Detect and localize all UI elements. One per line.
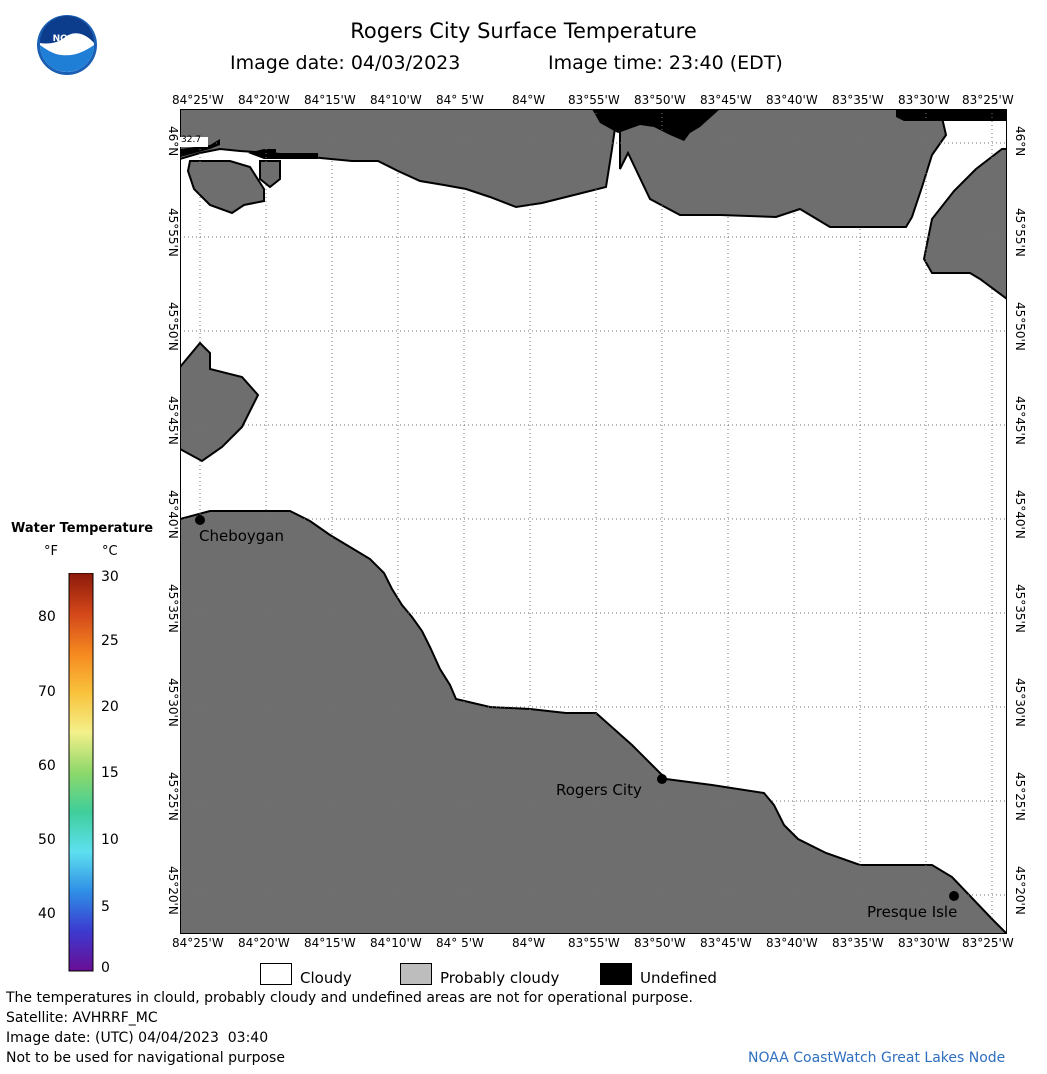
lat-label: 45°20'N [166, 866, 180, 915]
lat-label: 45°35'N [166, 584, 180, 633]
footer-note: The temperatures in clould, probably clo… [6, 990, 693, 1006]
lon-label: 84°10'W [370, 936, 422, 950]
lat-label: 45°25'N [166, 772, 180, 821]
noaa-logo-text: NOAA [52, 34, 82, 44]
colorbar-f-tick: 60 [38, 758, 56, 774]
lon-label: 83°40'W [766, 93, 818, 107]
lon-label: 83°55'W [568, 93, 620, 107]
land-north-islet [259, 160, 281, 189]
land-south-shore [180, 510, 1007, 934]
lon-label: 84°W [512, 93, 546, 107]
lat-label: 45°35'N [1013, 584, 1027, 633]
undefined-northwest [180, 139, 220, 157]
city-label-rogers-city: Rogers City [556, 781, 642, 799]
lon-label: 84°25'W [172, 936, 224, 950]
lon-label: 83°45'W [700, 936, 752, 950]
lat-label: 45°45'N [166, 396, 180, 445]
land-northwest-peninsula [186, 160, 265, 215]
map-panel [180, 109, 1007, 934]
lat-label: 45°30'N [166, 678, 180, 727]
lat-label: 45°50'N [166, 302, 180, 351]
page-title: Rogers City Surface Temperature [350, 19, 697, 43]
colorbar-c-tick: 5 [101, 899, 110, 915]
lon-label: 83°55'W [568, 936, 620, 950]
colorbar [68, 573, 94, 972]
lon-label: 84° 5'W [436, 93, 484, 107]
lat-label: 46°N [166, 126, 180, 157]
colorbar-f-tick: 50 [38, 832, 56, 848]
lon-label: 83°25'W [962, 93, 1014, 107]
land-northeast [619, 109, 948, 228]
lat-label: 46°N [1013, 126, 1027, 157]
lon-label: 84°10'W [370, 93, 422, 107]
undefined-top-right [896, 109, 1007, 121]
footer-satellite: Satellite: AVHRRF_MC [6, 1010, 158, 1026]
lat-label: 45°55'N [1013, 208, 1027, 257]
footer-utc-date: Image date: (UTC) 04/04/2023 03:40 [6, 1030, 269, 1046]
colorbar-unit-c: °C [102, 544, 118, 559]
colorbar-title: Water Temperature [11, 521, 154, 536]
land-east-island [922, 148, 1007, 301]
image-time: Image time: 23:40 (EDT) [548, 52, 783, 74]
lon-label: 83°35'W [832, 936, 884, 950]
legend-label-undefined: Undefined [640, 969, 717, 987]
legend-swatch-cloudy [260, 963, 292, 985]
lat-label: 45°45'N [1013, 396, 1027, 445]
colorbar-c-tick: 25 [101, 633, 119, 649]
lon-label: 83°25'W [962, 936, 1014, 950]
lat-label: 45°25'N [1013, 772, 1027, 821]
presque-isle-marker [949, 891, 959, 901]
lon-label: 84°W [512, 936, 546, 950]
city-label-cheboygan: Cheboygan [199, 527, 285, 545]
value-label: 32.7 [181, 135, 202, 145]
lon-label: 83°30'W [898, 93, 950, 107]
legend-swatch-undefined [600, 963, 632, 985]
colorbar-c-tick: 10 [101, 832, 119, 848]
lon-label: 83°40'W [766, 936, 818, 950]
lon-label: 84°25'W [172, 93, 224, 107]
lon-label: 83°50'W [634, 93, 686, 107]
lat-label: 45°20'N [1013, 866, 1027, 915]
colorbar-c-tick: 15 [101, 765, 119, 781]
lat-label: 45°40'N [1013, 490, 1027, 539]
footer-nav-warning: Not to be used for navigational purpose [6, 1050, 285, 1066]
image-date: Image date: 04/03/2023 [230, 52, 461, 74]
colorbar-f-tick: 80 [38, 609, 56, 625]
cheboygan-marker [195, 515, 205, 525]
colorbar-c-tick: 20 [101, 699, 119, 715]
lon-label: 84° 5'W [436, 936, 484, 950]
legend-label-probably-cloudy: Probably cloudy [440, 969, 560, 987]
colorbar-unit-f: °F [44, 544, 58, 559]
legend-swatch-probably-cloudy [400, 963, 432, 985]
lon-label: 84°20'W [238, 936, 290, 950]
undefined-top-center [592, 109, 720, 141]
lon-label: 83°35'W [832, 93, 884, 107]
footer-credit: NOAA CoastWatch Great Lakes Node [748, 1050, 1006, 1066]
city-label-presque-isle: Presque Isle [867, 903, 958, 921]
lon-label: 83°50'W [634, 936, 686, 950]
lat-label: 45°55'N [166, 208, 180, 257]
lat-label: 45°30'N [1013, 678, 1027, 727]
lon-label: 83°30'W [898, 936, 950, 950]
lat-label: 45°40'N [166, 490, 180, 539]
land-west-bump [180, 341, 260, 463]
undefined-north-small [248, 149, 318, 159]
lon-label: 84°15'W [304, 93, 356, 107]
colorbar-c-tick: 0 [101, 960, 110, 976]
rogers-city-marker [657, 774, 667, 784]
lon-label: 84°15'W [304, 936, 356, 950]
lon-label: 84°20'W [238, 93, 290, 107]
colorbar-f-tick: 40 [38, 906, 56, 922]
colorbar-c-tick: 30 [101, 569, 119, 585]
noaa-logo: NOAA [36, 14, 98, 76]
lon-label: 83°45'W [700, 93, 752, 107]
legend-label-cloudy: Cloudy [300, 969, 352, 987]
lat-label: 45°50'N [1013, 302, 1027, 351]
colorbar-f-tick: 70 [38, 684, 56, 700]
